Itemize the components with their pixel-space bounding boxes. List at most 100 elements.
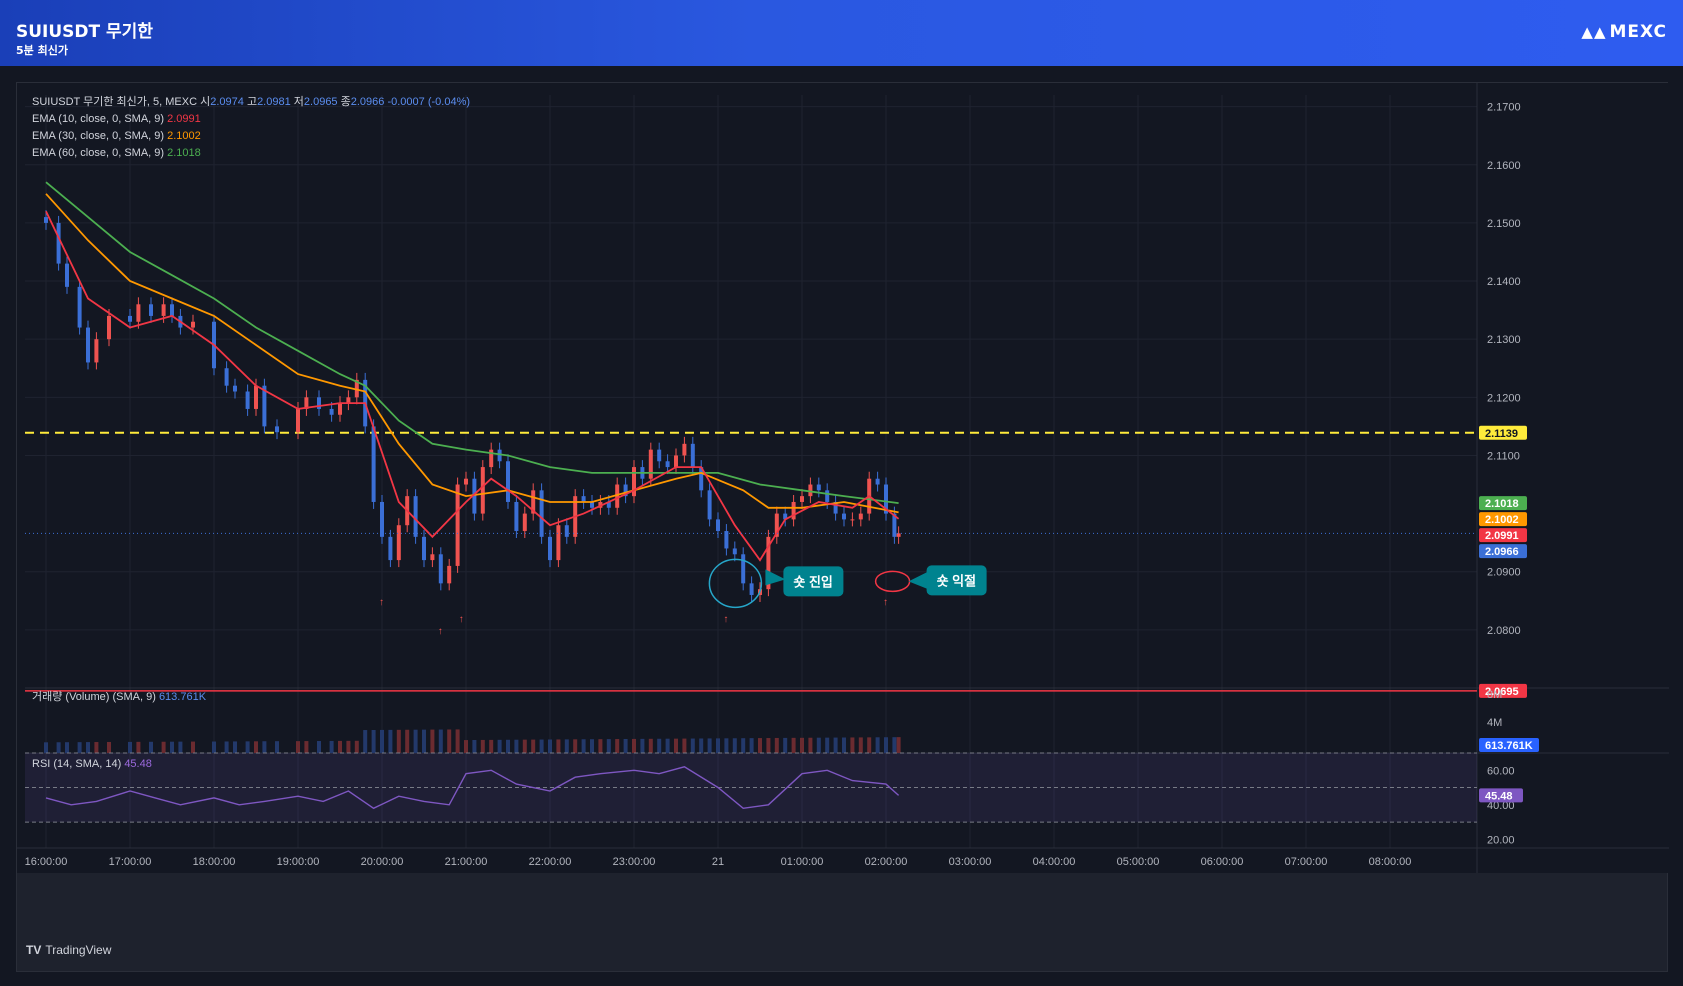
time-tick-label: 08:00:00: [1369, 856, 1412, 868]
volume-bar: [816, 737, 821, 753]
volume-bar: [405, 729, 410, 753]
volume-bar: [564, 739, 569, 753]
candle-body: [875, 478, 880, 485]
volume-bar: [178, 741, 183, 753]
volume-bar: [699, 738, 704, 753]
time-tick-label: 16:00:00: [25, 856, 68, 868]
volume-bar: [825, 737, 830, 753]
candle-body: [564, 525, 569, 537]
volume-bar: [413, 729, 418, 753]
resistance-price-tag: 2.1139: [1485, 428, 1518, 440]
volume-bar: [842, 737, 846, 753]
buy-arrow-icon: ↑: [459, 614, 464, 625]
entry-circle: [708, 558, 763, 609]
candle-body: [422, 536, 426, 561]
volume-bar: [317, 741, 321, 753]
candle-body: [388, 536, 393, 561]
volume-bar: [455, 729, 460, 753]
candle-body: [657, 449, 662, 462]
volume-bar: [858, 737, 863, 753]
volume-bar: [867, 737, 872, 753]
price-tick-label: 2.1300: [1487, 334, 1521, 346]
volume-bar: [497, 739, 502, 753]
rsi-tick-label: 60.00: [1487, 765, 1515, 777]
current-price-tag: 2.0991: [1485, 530, 1519, 542]
candle-body: [548, 536, 552, 561]
volume-tick-label: 8M: [1487, 689, 1502, 701]
candle-body: [615, 484, 620, 508]
candle-body: [56, 222, 61, 264]
current-price-tag-bg: [1479, 528, 1527, 543]
candle-body: [455, 484, 460, 566]
volume-bar: [896, 737, 901, 753]
current-price-tag: 2.1002: [1485, 514, 1519, 526]
tradingview-logo[interactable]: TV TradingView: [26, 943, 112, 957]
volume-bar: [749, 738, 754, 753]
candle-body: [44, 217, 48, 223]
ema30-legend: EMA (30, close, 0, SMA, 9) 2.1002: [32, 130, 201, 142]
candle-body: [531, 490, 536, 514]
volume-bar: [149, 741, 153, 753]
rsi-value-tag: 45.48: [1485, 790, 1513, 802]
candle-body: [170, 304, 174, 316]
current-price-tag-bg: [1479, 512, 1527, 527]
candle-body: [896, 533, 901, 537]
candle-body: [707, 490, 712, 520]
candle-body: [606, 501, 611, 508]
mexc-logo-icon: ▲▲: [1581, 23, 1607, 41]
volume-bar: [514, 739, 519, 753]
chart-title: SUIUSDT 무기한: [16, 22, 153, 42]
price-chart[interactable]: 2.1700 2.1600 2.1500 2.1400 2.1300 2.1200 2.11…: [17, 83, 1669, 973]
volume-bar: [884, 737, 888, 753]
volume-bar: [371, 729, 376, 753]
volume-bar: [707, 738, 712, 753]
candle-body: [354, 379, 359, 398]
candle-body: [136, 304, 141, 322]
volume-bar: [464, 740, 468, 753]
candle-body: [346, 397, 351, 404]
volume-bar: [648, 738, 653, 753]
volume-bar: [640, 738, 645, 753]
candle-body: [77, 286, 82, 328]
rsi-value-tag-bg: [1479, 788, 1523, 803]
candle-body: [699, 467, 704, 491]
volume-bar: [741, 738, 746, 753]
candle-body: [648, 449, 653, 479]
volume-bar: [304, 741, 309, 753]
candle-body: [128, 315, 132, 322]
current-price-tag-bg: [1479, 544, 1527, 559]
volume-bar: [783, 737, 788, 753]
volume-bar: [396, 729, 401, 753]
candle-body: [464, 478, 468, 485]
candle-body: [380, 501, 384, 537]
candle-body: [539, 490, 544, 537]
volume-tick-label: 4M: [1487, 717, 1502, 729]
volume-bar: [346, 740, 351, 753]
volume-bar: [430, 729, 435, 753]
volume-legend: 거래량 (Volume) (SMA, 9) 613.761K: [32, 690, 207, 703]
candle-body: [329, 408, 334, 415]
chart-frame: 2.1700 2.1600 2.1500 2.1400 2.1300 2.1200 2.11…: [16, 82, 1669, 973]
rsi-legend: RSI (14, SMA, 14) 45.48: [32, 758, 152, 770]
current-price-tag: 2.1018: [1485, 498, 1519, 510]
candle-body: [783, 513, 788, 520]
ohlc-legend: SUIUSDT 무기한 최신가, 5, MEXC 시2.0974 고2.0981…: [32, 95, 470, 108]
volume-bar: [191, 741, 195, 753]
time-tick-label: 03:00:00: [949, 856, 992, 868]
volume-bar: [275, 741, 279, 753]
time-tick-label: 17:00:00: [109, 856, 152, 868]
price-tick-label: 2.1500: [1487, 218, 1521, 230]
candle-body: [254, 385, 258, 409]
exit-callout-label: 숏 익절: [937, 573, 977, 588]
candle-body: [800, 496, 804, 502]
entry-callout-arrow: [765, 569, 786, 586]
volume-bar: [354, 740, 359, 753]
volume-bar: [107, 741, 111, 753]
exit-callout: [926, 565, 987, 596]
candle-body: [65, 263, 69, 287]
candle-body: [522, 513, 527, 532]
entry-callout-label: 숏 진입: [793, 574, 833, 589]
volume-bar: [161, 741, 166, 753]
candle-body: [497, 449, 502, 462]
volume-bar: [77, 742, 82, 753]
